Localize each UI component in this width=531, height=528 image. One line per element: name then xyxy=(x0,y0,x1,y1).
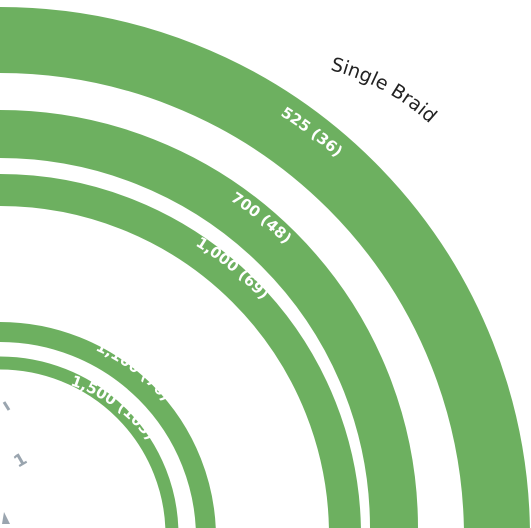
ring-arc-1500 xyxy=(0,356,179,528)
stray-mark-top xyxy=(2,401,11,411)
ring-arc-525 xyxy=(0,7,530,528)
series-title-text: Single Braid xyxy=(329,54,441,128)
ring-arcs xyxy=(0,7,530,528)
series-title: Single Braid xyxy=(329,54,441,128)
stray-label: 1 xyxy=(11,449,31,472)
ring-arc-1000 xyxy=(0,174,361,528)
stray-mark-bottom xyxy=(2,512,10,524)
ring-arc-700 xyxy=(0,110,418,528)
ring-arc-1100 xyxy=(0,322,216,528)
